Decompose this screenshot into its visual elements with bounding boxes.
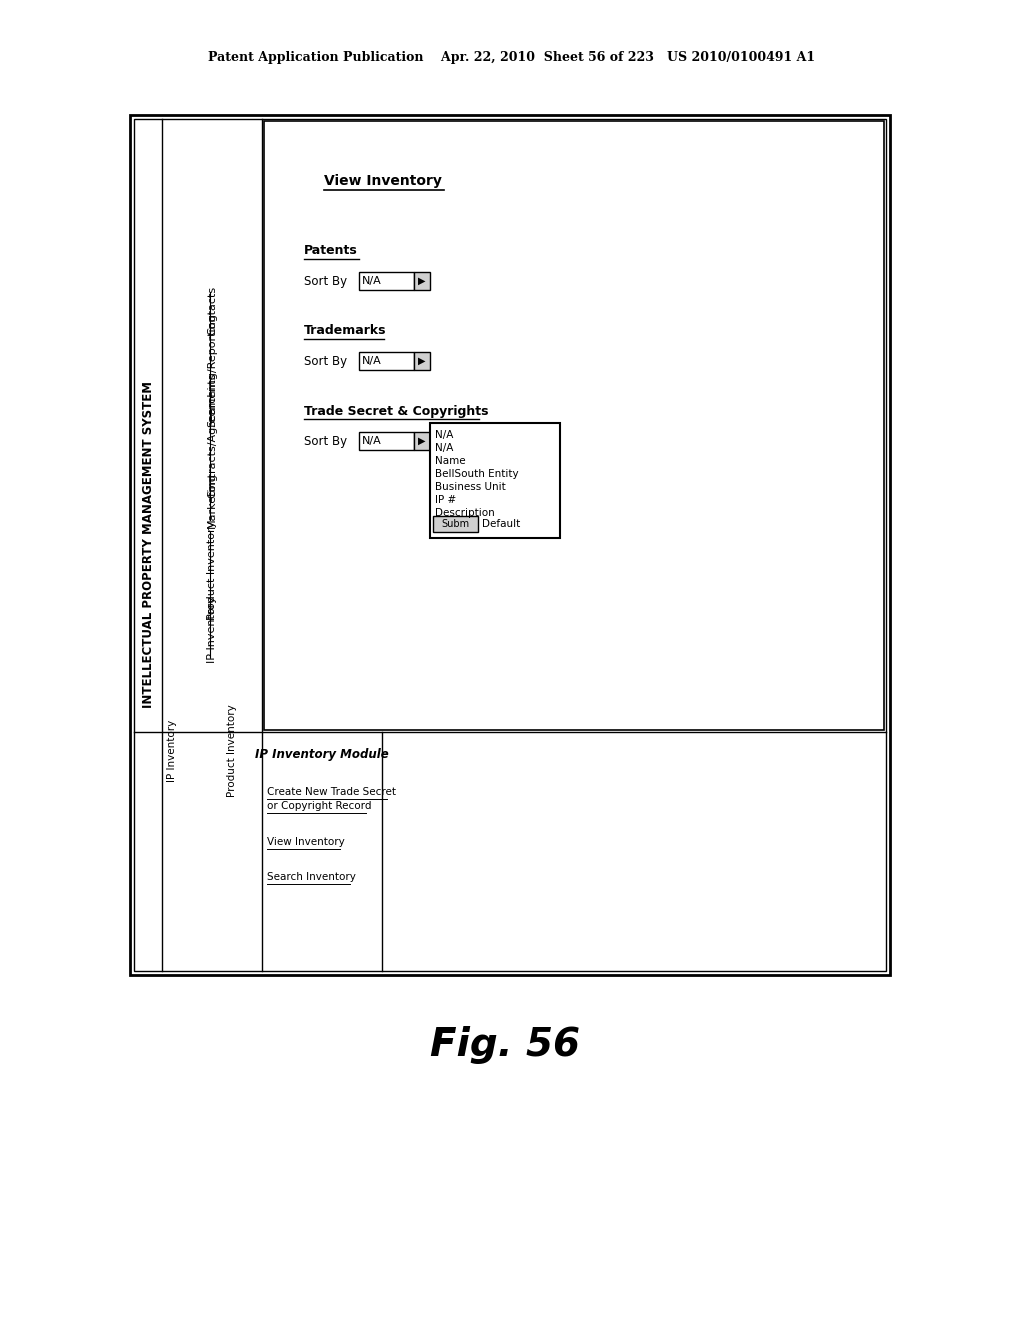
Text: BellSouth Entity: BellSouth Entity xyxy=(435,469,518,479)
Bar xyxy=(414,352,430,370)
Bar xyxy=(359,352,414,370)
Text: Search Inventory: Search Inventory xyxy=(267,873,356,883)
Text: Sort By: Sort By xyxy=(304,275,347,288)
Text: IP Inventory Module: IP Inventory Module xyxy=(255,748,389,760)
Bar xyxy=(430,422,560,539)
Bar xyxy=(134,119,886,972)
Bar xyxy=(359,432,414,450)
Text: Contacts: Contacts xyxy=(207,285,217,334)
Text: Default: Default xyxy=(482,519,520,529)
Text: Trademarks: Trademarks xyxy=(304,325,386,338)
Text: Trade Secret & Copyrights: Trade Secret & Copyrights xyxy=(304,404,488,417)
Text: Sort By: Sort By xyxy=(304,434,347,447)
Text: View Inventory: View Inventory xyxy=(267,837,345,847)
Text: ▶: ▶ xyxy=(418,356,426,366)
Text: ▶: ▶ xyxy=(418,436,426,446)
Text: Patents: Patents xyxy=(304,244,357,257)
Text: ▶: ▶ xyxy=(418,276,426,286)
Text: Marketing: Marketing xyxy=(207,473,217,528)
Text: Subm: Subm xyxy=(441,519,469,529)
Text: INTELLECTUAL PROPERTY MANAGEMENT SYSTEM: INTELLECTUAL PROPERTY MANAGEMENT SYSTEM xyxy=(141,381,155,709)
Text: IP Inventory: IP Inventory xyxy=(167,719,177,781)
Text: N/A: N/A xyxy=(362,356,382,366)
Bar xyxy=(264,121,884,730)
Bar xyxy=(130,115,890,975)
Text: Product Inventory: Product Inventory xyxy=(227,704,237,797)
Text: Create New Trade Secret: Create New Trade Secret xyxy=(267,788,396,797)
Text: Product Inventory: Product Inventory xyxy=(207,520,217,619)
Text: N/A: N/A xyxy=(435,444,454,453)
Bar xyxy=(359,272,414,290)
Text: IP Inventory: IP Inventory xyxy=(207,597,217,664)
Text: Sort By: Sort By xyxy=(304,355,347,367)
Text: Contracts/Agreements: Contracts/Agreements xyxy=(207,372,217,498)
Text: Patent Application Publication    Apr. 22, 2010  Sheet 56 of 223   US 2010/01004: Patent Application Publication Apr. 22, … xyxy=(209,51,815,65)
Text: Searching/Reporting: Searching/Reporting xyxy=(207,313,217,426)
Text: View Inventory: View Inventory xyxy=(324,174,442,187)
Text: Fig. 56: Fig. 56 xyxy=(430,1026,580,1064)
Text: N/A: N/A xyxy=(435,430,454,440)
Bar xyxy=(433,516,478,532)
Text: Description: Description xyxy=(435,508,495,517)
Text: N/A: N/A xyxy=(362,276,382,286)
Text: N/A: N/A xyxy=(362,436,382,446)
Text: Business Unit: Business Unit xyxy=(435,482,506,492)
Bar xyxy=(414,272,430,290)
Text: or Copyright Record: or Copyright Record xyxy=(267,801,372,812)
Text: Name: Name xyxy=(435,455,466,466)
Text: IP #: IP # xyxy=(435,495,457,506)
Bar xyxy=(414,432,430,450)
